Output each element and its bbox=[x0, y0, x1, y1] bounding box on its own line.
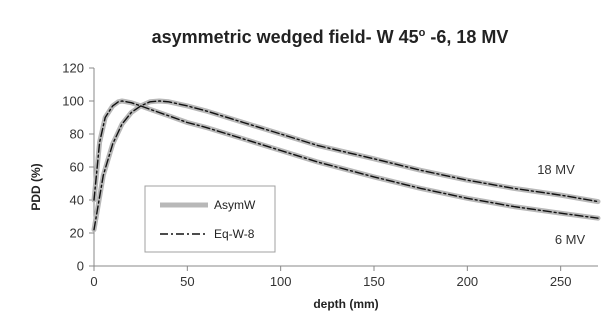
chart-title: asymmetric wedged field- W 45o -6, 18 MV bbox=[152, 27, 509, 47]
legend-box bbox=[144, 185, 276, 253]
chart-title-degree: o bbox=[419, 27, 426, 39]
legend: AsymW Eq-W-8 bbox=[144, 185, 276, 253]
y-tick-label: 40 bbox=[70, 193, 84, 208]
y-tick-label: 120 bbox=[62, 61, 84, 76]
x-tick-label: 250 bbox=[550, 274, 572, 289]
x-tick-label: 50 bbox=[180, 274, 194, 289]
y-tick-label: 20 bbox=[70, 226, 84, 241]
series-group bbox=[91, 98, 601, 233]
y-tick-group: 0 20 40 60 80 100 120 bbox=[62, 61, 94, 274]
legend-label-eqw8: Eq-W-8 bbox=[214, 227, 255, 241]
x-tick-label: 200 bbox=[456, 274, 478, 289]
series-line-eq-w-8-18-mv bbox=[93, 100, 599, 231]
annotation-6mv: 6 MV bbox=[555, 232, 586, 247]
x-tick-label: 150 bbox=[363, 274, 385, 289]
legend-label-asymw: AsymW bbox=[214, 198, 256, 212]
annotation-18mv: 18 MV bbox=[537, 162, 575, 177]
x-tick-label: 0 bbox=[90, 274, 97, 289]
x-tick-label: 100 bbox=[270, 274, 292, 289]
y-tick-label: 0 bbox=[77, 259, 84, 274]
y-tick-label: 100 bbox=[62, 94, 84, 109]
y-axis-title: PDD (%) bbox=[29, 163, 43, 210]
chart-title-rest: -6, 18 MV bbox=[425, 27, 508, 47]
y-tick-label: 60 bbox=[70, 160, 84, 175]
chart-title-main: asymmetric wedged field- W 45 bbox=[152, 27, 419, 47]
series-line-eq-w-8-6-mv bbox=[93, 100, 599, 219]
y-tick-label: 80 bbox=[70, 127, 84, 142]
x-axis-title: depth (mm) bbox=[313, 297, 378, 311]
x-tick-group: 0 50 100 150 200 250 bbox=[90, 266, 572, 289]
